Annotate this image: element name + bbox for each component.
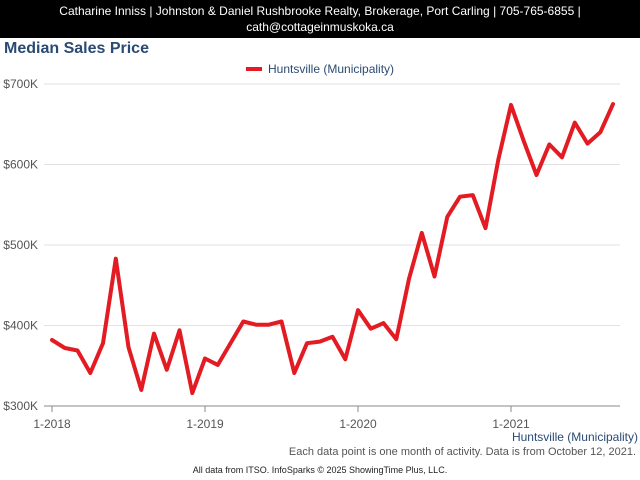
data-point [586,142,589,146]
data-point [216,363,220,367]
data-point [407,277,411,281]
data-point [560,155,564,159]
x-axis-series-label: Huntsville (Municipality) [512,430,638,444]
series-line-huntsville [50,102,615,396]
x-tick-label: 1-2020 [339,417,377,431]
data-point [496,158,500,162]
data-point [382,321,385,325]
data-point [573,121,577,125]
data-point [611,102,615,106]
data-point [114,257,118,261]
data-point [88,371,92,375]
data-point [165,368,169,372]
data-point [50,338,54,342]
data-point [522,139,526,143]
data-point [356,308,360,312]
data-point [139,388,143,392]
data-point [369,327,373,331]
y-tick-label: $300K [3,399,38,413]
data-point [547,142,551,146]
data-point [127,345,130,349]
y-tick-label: $600K [3,158,38,172]
data-point [152,332,156,336]
data-point [598,130,602,134]
data-point [280,319,283,323]
data-point [292,371,296,375]
data-point [254,323,258,327]
grid-lines [44,83,620,326]
data-point [509,103,513,107]
legend-swatch [246,67,262,71]
legend-label: Huntsville (Municipality) [268,62,395,76]
data-point [458,195,462,199]
data-point [394,337,398,341]
data-point [76,348,79,352]
legend[interactable]: Huntsville (Municipality) [246,62,394,76]
y-tick-label: $700K [3,77,38,91]
tick-labels: $300K $400K $500K $600K $700K 1-2018 1-2019 1-2… [3,77,638,444]
data-point [535,173,538,177]
axes [44,405,620,412]
data-point [445,215,449,219]
x-tick-label: 1-2021 [492,417,530,431]
y-tick-label: $500K [3,238,38,252]
y-tick-label: $400K [3,319,38,333]
chart-title: Median Sales Price [4,40,149,57]
x-tick-label: 1-2018 [33,417,71,431]
data-note: Each data point is one month of activity… [288,446,636,458]
data-point [484,226,487,230]
data-point [203,357,207,361]
series-layer [50,102,615,396]
data-point [229,341,232,345]
data-point [241,319,245,323]
data-point [471,193,475,197]
data-point [331,335,334,339]
data-point [63,346,67,350]
data-point [343,357,347,361]
header-line-1: Catharine Inniss | Johnston & Daniel Rus… [59,4,581,18]
data-point [190,391,194,395]
header-line-2: cath@cottageinmuskoka.ca [246,20,394,34]
footer-credit: All data from ITSO. InfoSparks © 2025 Sh… [192,465,448,475]
x-tick-label: 1-2019 [186,417,224,431]
data-point [433,274,436,278]
header-bar: Catharine Inniss | Johnston & Daniel Rus… [0,0,640,38]
data-point [318,340,322,344]
data-point [101,341,105,345]
data-point [267,323,271,327]
data-point [305,341,309,345]
data-point [420,231,424,235]
data-point [178,328,181,332]
